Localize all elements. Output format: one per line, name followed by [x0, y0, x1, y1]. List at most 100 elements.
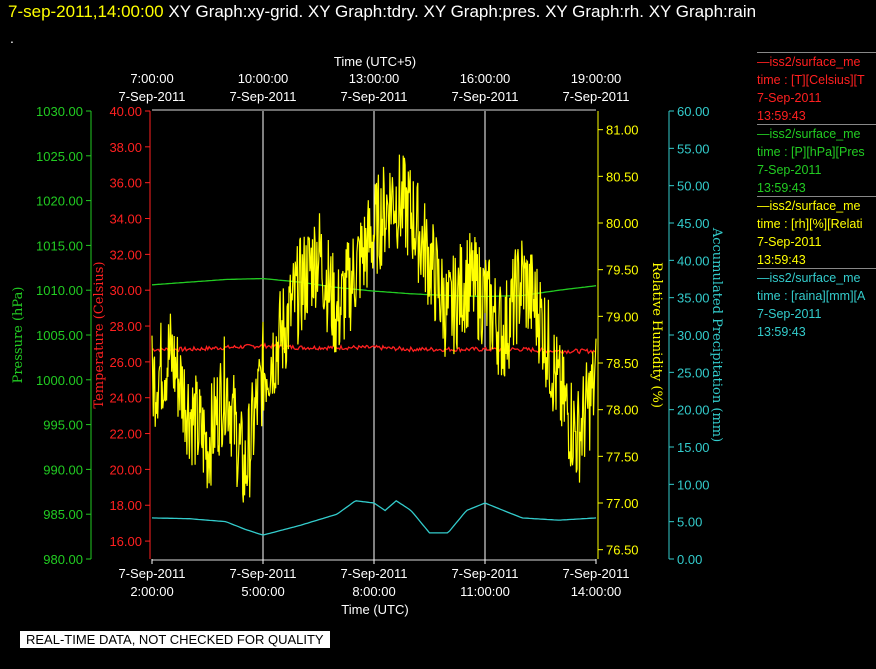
pressure-tick-label: 1015.00: [36, 238, 83, 253]
precip-tick-label: 10.00: [677, 477, 710, 492]
legend-field: time : [T][Celsius][T: [757, 73, 865, 87]
bottom-tick-time: 5:00:00: [241, 584, 284, 599]
top-tick-date: 7-Sep-2011: [452, 89, 519, 104]
pressure-tick-label: 980.00: [43, 552, 83, 567]
top-tick-date: 7-Sep-2011: [119, 89, 186, 104]
pressure-tick-label: 1000.00: [36, 373, 83, 388]
humidity-tick-label: 81.00: [606, 123, 639, 138]
precip-tick-label: 60.00: [677, 104, 710, 119]
temperature-tick-label: 22.00: [109, 427, 142, 442]
bottom-axis-title: Time (UTC): [341, 602, 408, 617]
temperature-tick-label: 34.00: [109, 212, 142, 227]
temperature-tick-label: 20.00: [109, 462, 142, 477]
temperature-tick-label: 26.00: [109, 355, 142, 370]
quality-disclaimer: REAL-TIME DATA, NOT CHECKED FOR QUALITY: [20, 631, 330, 648]
legend-field: time : [raina][mm][A: [757, 289, 866, 303]
legend-date: 7-Sep-2011: [757, 163, 822, 177]
legend-time: 13:59:43: [757, 181, 806, 195]
bottom-tick-date: 7-Sep-2011: [119, 566, 186, 581]
humidity-tick-label: 80.00: [606, 216, 639, 231]
temperature-tick-label: 16.00: [109, 534, 142, 549]
bottom-tick-time: 14:00:00: [571, 584, 622, 599]
temperature-tick-label: 40.00: [109, 104, 142, 119]
legend-line: —iss2/surface_me: [757, 268, 876, 287]
bottom-tick-time: 11:00:00: [460, 584, 510, 599]
bottom-tick-date: 7-Sep-2011: [341, 566, 408, 581]
pressure-tick-label: 1030.00: [36, 104, 83, 119]
legend-entry: —iss2/surface_me time : [rh][%][Relati 7-S…: [757, 196, 876, 269]
pressure-tick-label: 1010.00: [36, 283, 83, 298]
bottom-tick-date: 7-Sep-2011: [230, 566, 297, 581]
legend-time: 13:59:43: [757, 325, 806, 339]
precip-tick-label: 30.00: [677, 328, 710, 343]
precip-tick-label: 55.00: [677, 141, 710, 156]
legend-field: time : [P][hPa][Pres: [757, 145, 865, 159]
bottom-tick-time: 2:00:00: [130, 584, 173, 599]
temperature-tick-label: 30.00: [109, 283, 142, 298]
top-tick-time: 13:00:00: [349, 71, 400, 86]
humidity-tick-label: 79.00: [606, 309, 639, 324]
series-layer: [151, 154, 597, 536]
top-tick-date: 7-Sep-2011: [341, 89, 408, 104]
precip-tick-label: 15.00: [677, 440, 710, 455]
precip-tick-label: 5.00: [677, 515, 702, 530]
precip-axis-title: Accumulated Precipitation (mm): [709, 227, 724, 442]
legend-date: 7-Sep-2011: [757, 235, 822, 249]
temperature-tick-label: 28.00: [109, 319, 142, 334]
humidity-series-line: [151, 154, 597, 503]
top-axis-title: Time (UTC+5): [334, 54, 416, 69]
precip-tick-label: 0.00: [677, 552, 702, 567]
top-tick-time: 10:00:00: [238, 71, 289, 86]
top-tick-date: 7-Sep-2011: [563, 89, 630, 104]
axes-layer: [86, 109, 674, 564]
top-tick-time: 7:00:00: [130, 71, 173, 86]
precip-tick-label: 50.00: [677, 179, 710, 194]
precip-tick-label: 25.00: [677, 365, 710, 380]
humidity-tick-label: 77.00: [606, 496, 639, 511]
legend-line: —iss2/surface_me: [757, 124, 876, 143]
temperature-series-line: [151, 342, 597, 355]
pressure-tick-label: 990.00: [43, 462, 83, 477]
humidity-tick-label: 78.50: [606, 356, 639, 371]
humidity-tick-label: 77.50: [606, 449, 639, 464]
legend-time: 13:59:43: [757, 253, 806, 267]
legend-line: —iss2/surface_me: [757, 52, 876, 71]
top-tick-time: 19:00:00: [571, 71, 622, 86]
pressure-tick-label: 1005.00: [36, 328, 83, 343]
temperature-tick-label: 36.00: [109, 176, 142, 191]
temperature-tick-label: 18.00: [109, 498, 142, 513]
pressure-tick-label: 1025.00: [36, 149, 83, 164]
humidity-tick-label: 79.50: [606, 263, 639, 278]
humidity-tick-label: 80.50: [606, 169, 639, 184]
header-title-bar: 7-sep-2011,14:00:00 XY Graph:xy-grid. XY…: [8, 2, 756, 22]
bottom-tick-time: 8:00:00: [352, 584, 395, 599]
legend-field: time : [rh][%][Relati: [757, 217, 863, 231]
precip-tick-label: 40.00: [677, 253, 710, 268]
legend-date: 7-Sep-2011: [757, 307, 822, 321]
pressure-series-line: [151, 277, 597, 298]
temperature-tick-label: 32.00: [109, 247, 142, 262]
pressure-tick-label: 1020.00: [36, 194, 83, 209]
temperature-tick-label: 24.00: [109, 391, 142, 406]
precip-tick-label: 45.00: [677, 216, 710, 231]
precip-series-line: [151, 499, 597, 536]
pressure-axis-title: Pressure (hPa): [11, 287, 26, 384]
precip-tick-label: 20.00: [677, 403, 710, 418]
temperature-tick-label: 38.00: [109, 140, 142, 155]
dot-marker: .: [10, 30, 14, 46]
precip-tick-label: 35.00: [677, 291, 710, 306]
humidity-axis-title: Relative Humidity (%): [649, 262, 664, 408]
timestamp: 7-sep-2011,14:00:00: [8, 2, 164, 21]
top-tick-time: 16:00:00: [460, 71, 511, 86]
labels-layer: 980.00 985.00 990.00 995.00 1000.00 1005.00 10…: [11, 54, 724, 617]
top-tick-date: 7-Sep-2011: [230, 89, 297, 104]
legend-time: 13:59:43: [757, 109, 806, 123]
pressure-tick-label: 985.00: [43, 507, 83, 522]
legend-date: 7-Sep-2011: [757, 91, 822, 105]
temperature-axis-title: Temperature (Celsius): [92, 261, 107, 408]
graph-titles: XY Graph:xy-grid. XY Graph:tdry. XY Grap…: [168, 2, 757, 21]
